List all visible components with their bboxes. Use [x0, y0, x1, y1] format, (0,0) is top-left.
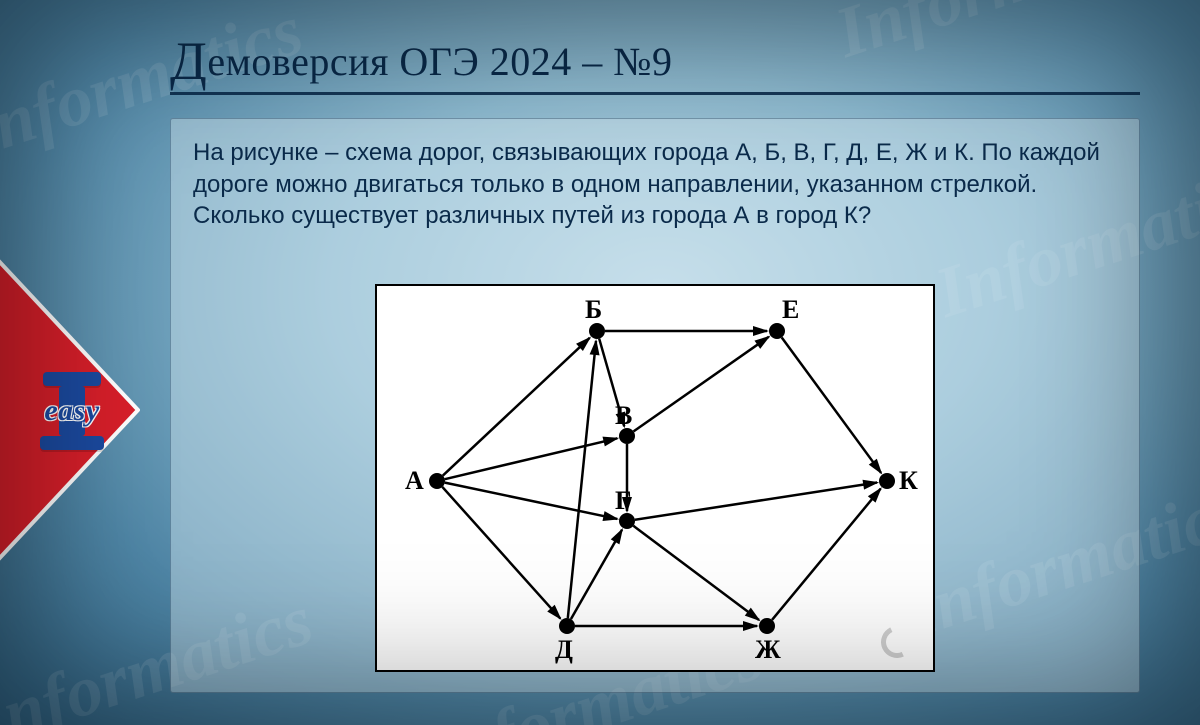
road-graph: А Б В Г Д Е Ж К [377, 286, 937, 674]
red-tab [0, 0, 140, 725]
title-rest: емоверсия ОГЭ 2024 – №9 [207, 39, 672, 84]
logo: easy [26, 372, 118, 428]
title-dropcap: Д [170, 31, 207, 91]
svg-text:К: К [899, 466, 918, 495]
svg-text:Г: Г [615, 486, 632, 515]
title-underline [170, 92, 1140, 95]
slide-title: Демоверсия ОГЭ 2024 – №9 [170, 30, 1140, 92]
svg-text:А: А [405, 466, 424, 495]
slide-stage: InformaticsInformaticsInformaticsInforma… [0, 0, 1200, 725]
svg-text:Д: Д [555, 635, 573, 664]
content-panel: На рисунке – схема дорог, связывающих го… [170, 118, 1140, 693]
logo-text: easy [26, 394, 118, 428]
svg-text:Е: Е [782, 295, 799, 324]
svg-text:Ж: Ж [755, 635, 781, 664]
question-text: На рисунке – схема дорог, связывающих го… [193, 137, 1117, 232]
svg-text:В: В [615, 401, 632, 430]
svg-text:Б: Б [585, 295, 602, 324]
graph-box: А Б В Г Д Е Ж К [375, 284, 935, 672]
